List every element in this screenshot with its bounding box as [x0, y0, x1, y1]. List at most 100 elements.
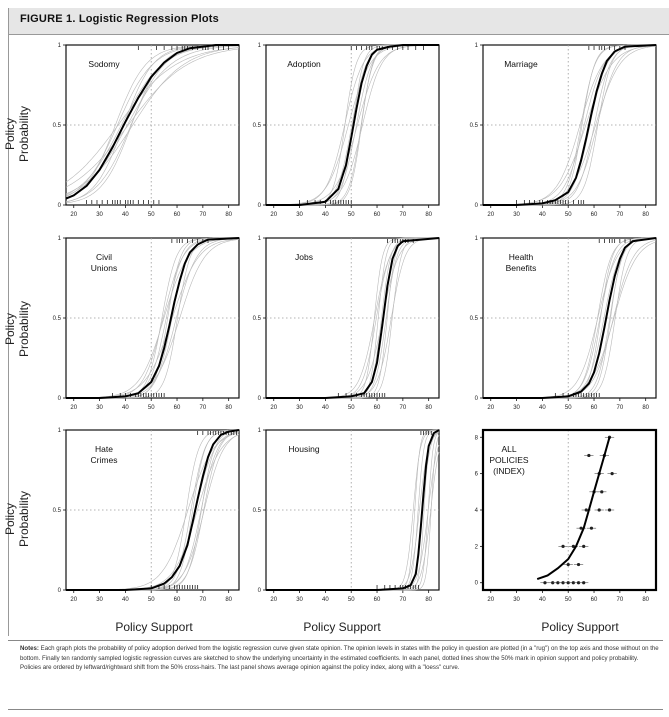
- x-tick-label: 20: [270, 212, 277, 218]
- data-point: [597, 508, 601, 512]
- panel-8: 20 30 40 50 60 70 80 0 0.5 1 Housing: [253, 428, 440, 603]
- panel-label: Jobs: [295, 252, 313, 262]
- y-tick-label: 0.5: [253, 508, 262, 514]
- data-point: [579, 526, 583, 530]
- data-point: [610, 472, 614, 476]
- data-point: [571, 581, 575, 585]
- x-tick-label: 80: [425, 597, 432, 603]
- x-tick-label: 70: [400, 405, 407, 411]
- x-tick-label: 80: [642, 212, 649, 218]
- x-tick-label: 80: [225, 405, 232, 411]
- panel-label: (INDEX): [493, 466, 525, 476]
- y-tick-label: 0: [258, 588, 262, 594]
- y-tick-label: 0.5: [53, 123, 62, 129]
- x-tick-label: 80: [425, 212, 432, 218]
- x-tick-label: 60: [174, 597, 181, 603]
- y-tick-label: 8: [475, 435, 479, 441]
- title-bar: FIGURE 1. Logistic Regression Plots: [8, 8, 669, 35]
- fitted-curve: [65, 44, 239, 200]
- x-tick-label: 30: [296, 405, 303, 411]
- sampled-curve: [65, 47, 240, 183]
- panel-label: Crimes: [91, 455, 118, 465]
- panel-label: Marriage: [504, 59, 538, 69]
- fitted-curve: [266, 44, 439, 206]
- data-point: [576, 581, 581, 585]
- x-tick-label: 50: [348, 405, 355, 411]
- y-tick-label: 0: [58, 396, 62, 402]
- y-tick-label: 1: [258, 428, 262, 434]
- x-tick-label: 20: [270, 597, 277, 603]
- x-tick-label: 40: [539, 597, 546, 603]
- x-tick-label: 30: [513, 597, 520, 603]
- x-axis-label-col3: Policy Support: [541, 620, 619, 634]
- sampled-curve: [65, 48, 240, 188]
- x-axis-label-col2: Policy Support: [303, 620, 381, 634]
- y-tick-label: 0: [475, 203, 479, 209]
- fitted-curve: [66, 429, 240, 591]
- x-tick-label: 80: [225, 212, 232, 218]
- data-point: [584, 508, 588, 512]
- x-tick-label: 20: [487, 597, 494, 603]
- panel-border: [265, 237, 440, 399]
- x-tick-label: 50: [148, 212, 155, 218]
- x-tick-label: 40: [122, 405, 129, 411]
- panel-border: [482, 44, 657, 206]
- fitted-curve: [66, 237, 240, 399]
- x-tick-label: 30: [296, 597, 303, 603]
- figure-title: FIGURE 1. Logistic Regression Plots: [20, 13, 219, 25]
- panel-border: [482, 429, 657, 591]
- panel-label: Adoption: [287, 59, 321, 69]
- panel-label: Health: [509, 252, 534, 262]
- x-tick-label: 30: [96, 212, 103, 218]
- figure-notes: Notes: Each graph plots the probability …: [8, 640, 663, 710]
- x-tick-label: 40: [122, 212, 129, 218]
- x-tick-label: 50: [348, 212, 355, 218]
- x-tick-label: 70: [400, 212, 407, 218]
- x-tick-label: 20: [487, 212, 494, 218]
- y-tick-label: 1: [475, 236, 479, 242]
- y-tick-label: 0.5: [53, 508, 62, 514]
- notes-text: Each graph plots the probability of poli…: [20, 645, 659, 671]
- data-point: [589, 526, 594, 530]
- x-tick-label: 20: [70, 597, 77, 603]
- panel-label: Hate: [95, 444, 113, 454]
- data-point: [551, 581, 555, 585]
- panel-border: [65, 44, 240, 206]
- x-tick-label: 60: [374, 212, 381, 218]
- panel-label: POLICIES: [489, 455, 529, 465]
- x-tick-label: 60: [174, 212, 181, 218]
- y-tick-label: 0.5: [470, 316, 479, 322]
- x-tick-label: 30: [96, 597, 103, 603]
- x-tick-label: 80: [642, 597, 649, 603]
- x-tick-label: 50: [148, 597, 155, 603]
- x-tick-label: 20: [70, 405, 77, 411]
- y-tick-label: 0.5: [253, 316, 262, 322]
- x-tick-label: 50: [565, 405, 572, 411]
- y-tick-label: 0: [58, 588, 62, 594]
- frame-border: [8, 8, 9, 636]
- x-tick-label: 30: [513, 405, 520, 411]
- x-tick-label: 50: [565, 212, 572, 218]
- data-point: [576, 562, 581, 567]
- data-point: [543, 581, 547, 585]
- x-tick-label: 50: [565, 597, 572, 603]
- x-tick-label: 40: [322, 212, 329, 218]
- x-tick-label: 30: [296, 212, 303, 218]
- x-tick-label: 80: [225, 597, 232, 603]
- y-tick-label: 0: [58, 203, 62, 209]
- panel-border: [482, 237, 657, 399]
- x-tick-label: 30: [96, 405, 103, 411]
- y-tick-label: 1: [475, 43, 479, 49]
- x-tick-label: 40: [539, 212, 546, 218]
- y-tick-label: 0: [258, 396, 262, 402]
- y-tick-label: 0.5: [53, 316, 62, 322]
- data-point: [582, 581, 586, 585]
- panel-1: 20 30 40 50 60 70 80 0 0.5 1 Sodomy: [53, 43, 240, 218]
- x-tick-label: 70: [400, 597, 407, 603]
- x-tick-label: 60: [174, 405, 181, 411]
- x-tick-label: 60: [591, 212, 598, 218]
